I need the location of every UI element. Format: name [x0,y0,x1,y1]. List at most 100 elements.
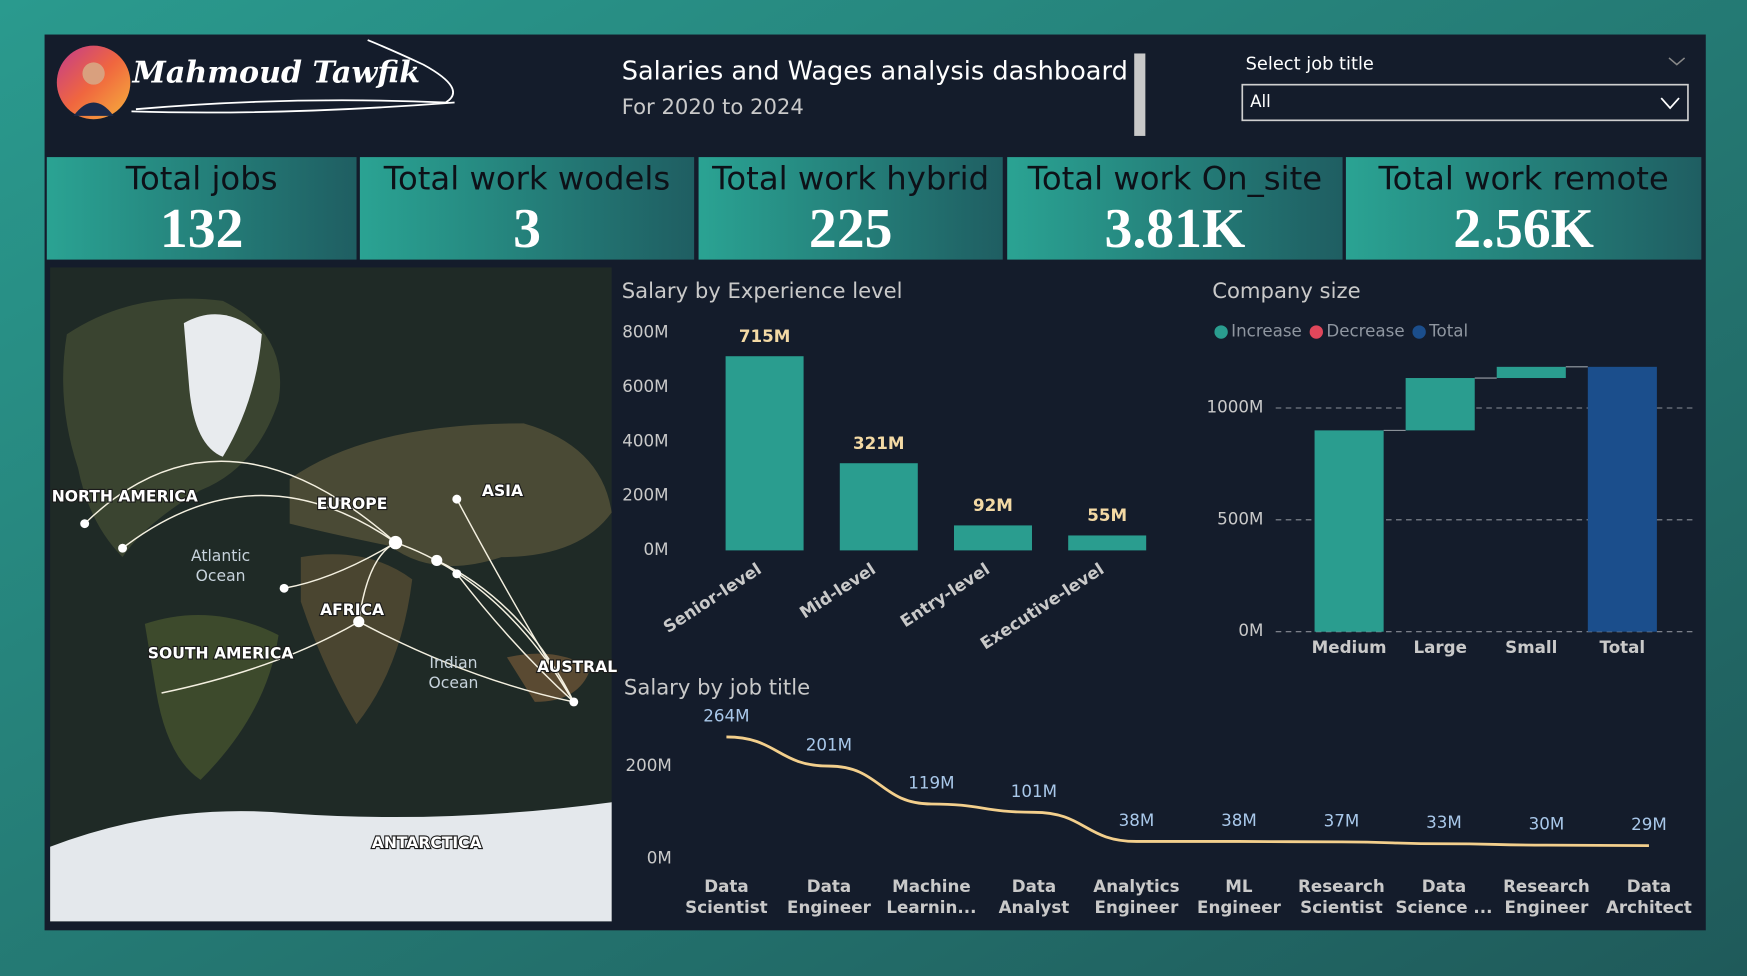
land [144,615,279,780]
kpi-card [698,157,1003,260]
map-label: AFRICA [320,601,384,619]
x-tick-label: ML Engineer [1197,875,1282,916]
chart-title: Company size [1212,278,1360,303]
data-label: 38M [1119,810,1155,830]
author-name: Mahmoud Tawfik [132,56,421,91]
x-tick-label: Large [1413,637,1466,657]
data-label: 37M [1324,810,1360,830]
y-tick-label: 500M [1217,508,1263,528]
x-tick-label: Data Scientist [685,875,768,916]
dropdown-chevron[interactable] [1660,97,1680,110]
y-tick-label: 200M [626,755,672,775]
bar [725,356,804,551]
x-tick-label: Research Engineer [1503,875,1590,916]
legend-label: Decrease [1326,321,1404,341]
map-label: AUSTRAL [537,658,617,676]
x-tick-label: Research Scientist [1298,875,1385,916]
x-tick-label: Machine Learnin... [886,875,976,916]
dashboard-subtitle: For 2020 to 2024 [622,94,804,119]
bar [953,525,1032,551]
data-label: 715M [739,326,791,346]
kpi-card [46,157,357,260]
kpi-card [1345,157,1702,260]
kpi-label: Total jobs [125,159,278,197]
bar [1587,366,1657,632]
map-ocean-label: Atlantic Ocean [191,546,250,584]
y-tick-label: 200M [622,485,668,505]
bar [1496,366,1566,379]
signature-swoosh [131,39,455,114]
legend-swatch [1412,325,1426,339]
bar [1314,430,1384,632]
data-label: 101M [1011,781,1057,801]
filter-label: Select job title [1246,54,1374,75]
legend-swatch [1214,325,1228,339]
dashboard-title: Salaries and Wages analysis dashboard [622,56,1128,86]
data-label: 55M [1087,505,1127,525]
ice [183,314,262,457]
data-label: 38M [1221,810,1257,830]
x-tick-label: Data Science ... [1395,875,1492,916]
bar [839,463,918,551]
y-tick-label: 1000M [1207,397,1264,417]
ice [50,802,612,922]
filter-value[interactable]: All [1250,91,1271,111]
legend-label: Total [1428,321,1468,341]
kpi-value: 132 [160,198,244,260]
map [50,267,612,922]
map-points [80,494,579,707]
x-tick-label: Total [1600,637,1646,657]
x-tick-label: Analytics Engineer [1093,875,1179,916]
filter-dropdown[interactable] [1241,83,1689,122]
bar [1068,535,1147,551]
data-label: 30M [1529,814,1565,834]
divider [1134,53,1146,136]
y-tick-label: 0M [1238,620,1263,640]
map-label: EUROPE [317,495,388,513]
data-label: 264M [703,705,749,725]
x-tick-label: Data Engineer [787,875,872,916]
bar [1405,378,1475,431]
y-tick-label: 0M [643,539,668,559]
kpi-label: Total work wodels [383,159,670,197]
kpi-card [359,157,695,260]
kpi-label: Total work hybrid [711,159,989,197]
x-tick-label: Medium [1312,637,1387,657]
y-tick-label: 0M [647,848,672,868]
kpi-value: 3.81K [1104,198,1245,260]
line [726,735,1649,847]
map-label: ASIA [482,482,523,500]
y-tick-label: 600M [622,376,668,396]
chart-title: Salary by job title [624,675,810,700]
kpi-value: 225 [809,198,893,260]
chart-title: Salary by Experience level [622,278,903,303]
land [289,423,612,566]
data-label: 119M [908,772,954,792]
map-ocean-label: Indian Ocean [429,653,479,691]
x-tick-label: Data Architect [1606,875,1692,916]
x-tick-label: Small [1505,637,1557,657]
data-label: 201M [806,735,852,755]
y-tick-label: 400M [622,430,668,450]
data-label: 321M [853,433,905,453]
land [300,554,413,725]
data-label: 29M [1631,814,1667,834]
kpi-card [1007,157,1343,260]
avatar-face [82,62,105,85]
legend-swatch [1309,325,1324,339]
data-label: 92M [973,495,1013,515]
kpi-label: Total work On_site [1027,159,1323,197]
x-tick-label: Data Analyst [999,875,1070,916]
kpi-value: 3 [513,198,541,260]
avatar-body [73,102,114,116]
kpi-label: Total work remote [1377,159,1668,197]
kpi-value: 2.56K [1453,198,1594,260]
legend-label: Increase [1231,321,1302,341]
data-label: 33M [1426,812,1462,832]
map-label: SOUTH AMERICA [148,645,294,663]
map-label: NORTH AMERICA [52,487,198,505]
y-tick-label: 800M [622,322,668,342]
filter-collapse[interactable] [1668,57,1686,66]
map-label: ANTARCTICA [372,834,482,852]
